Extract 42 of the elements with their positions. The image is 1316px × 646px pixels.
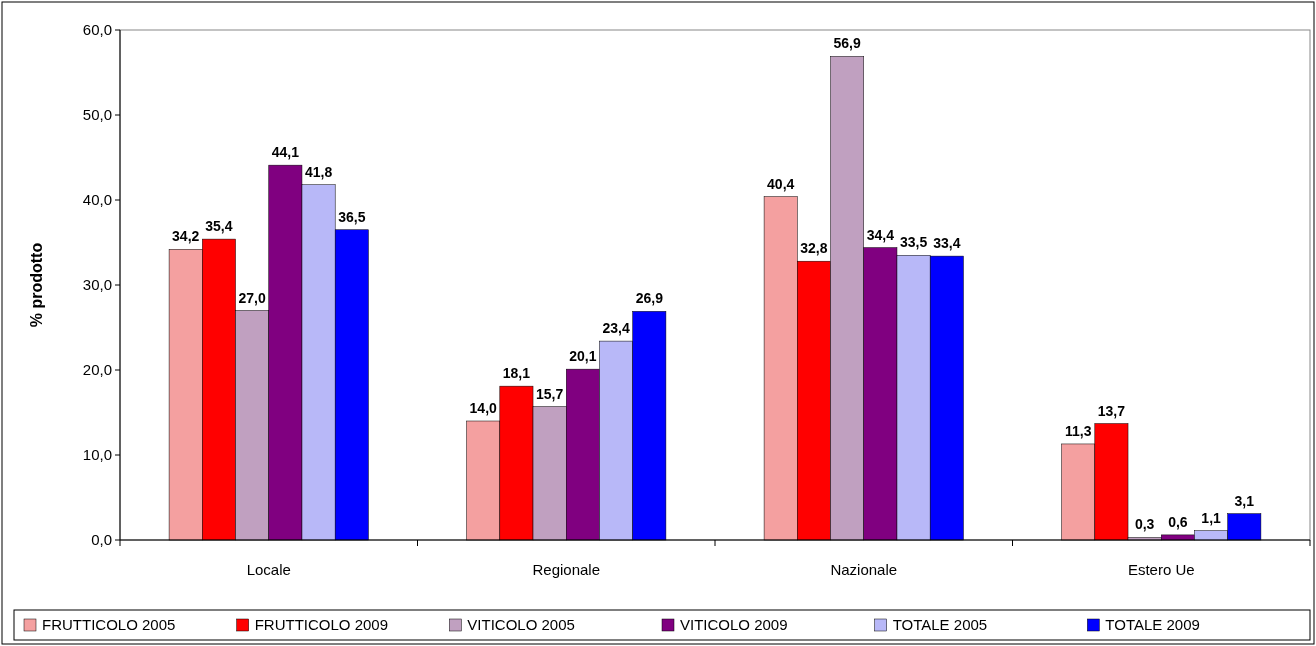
data-label: 26,9 xyxy=(635,290,664,307)
data-label: 35,4 xyxy=(205,218,233,235)
legend-label: TOTALE 2009 xyxy=(1105,616,1200,633)
data-label: 34,4 xyxy=(866,226,895,243)
data-label: 56,9 xyxy=(833,35,861,52)
data-label: 44,1 xyxy=(271,144,300,161)
data-label: 32,8 xyxy=(800,240,828,257)
data-label: 33,5 xyxy=(899,234,928,251)
data-label: 13,7 xyxy=(1097,402,1126,419)
y-tick-label: 0,0 xyxy=(91,531,112,549)
legend-label: VITICOLO 2005 xyxy=(467,616,575,633)
data-label: 18,1 xyxy=(502,365,531,382)
data-label: 14,0 xyxy=(469,400,498,416)
data-label: 34,2 xyxy=(172,228,200,245)
data-label: 33,4 xyxy=(933,235,961,252)
y-tick-label: 20,0 xyxy=(82,361,112,379)
x-tick-label: Locale xyxy=(246,561,291,578)
legend-label: FRUTTICOLO 2005 xyxy=(42,616,176,633)
data-label: 27,0 xyxy=(238,289,266,306)
data-label: 41,8 xyxy=(304,163,333,180)
data-label: 3,1 xyxy=(1234,492,1255,509)
data-label: 36,5 xyxy=(338,208,366,225)
data-label: 23,4 xyxy=(602,320,630,337)
data-label: 20,1 xyxy=(569,348,597,365)
legend-label: VITICOLO 2009 xyxy=(680,616,788,633)
data-label: 0,3 xyxy=(1134,516,1155,533)
y-tick-label: 10,0 xyxy=(82,446,112,464)
data-label: 15,7 xyxy=(536,385,564,402)
data-label: 40,4 xyxy=(767,175,795,192)
y-tick-label: 60,0 xyxy=(82,21,112,39)
x-tick-label: Nazionale xyxy=(830,561,898,578)
legend-label: TOTALE 2005 xyxy=(892,616,988,633)
x-tick-label: Regionale xyxy=(532,561,601,578)
legend-label: FRUTTICOLO 2009 xyxy=(254,616,389,633)
data-label: 0,6 xyxy=(1168,513,1188,530)
y-tick-label: 30,0 xyxy=(82,276,112,294)
y-tick-label: 50,0 xyxy=(82,106,112,124)
y-tick-label: 40,0 xyxy=(82,191,112,209)
data-label: 11,3 xyxy=(1064,422,1092,439)
x-tick-label: Estero Ue xyxy=(1127,561,1195,578)
y-axis-title: % prodotto xyxy=(28,242,45,328)
data-label: 1,1 xyxy=(1201,509,1222,526)
